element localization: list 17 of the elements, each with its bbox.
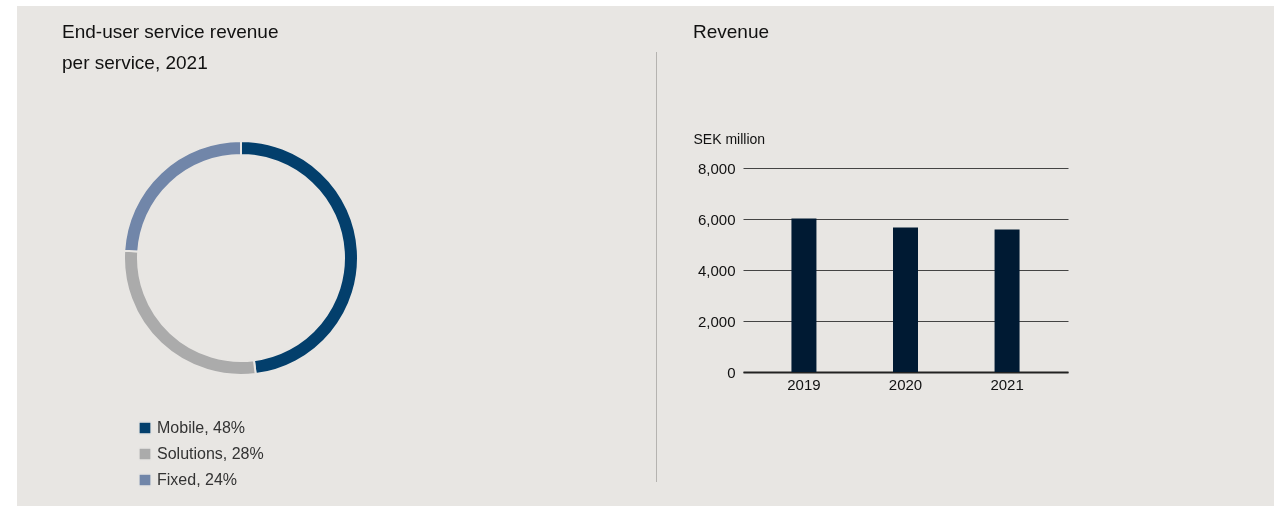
chart-title: End-user service revenue per service, 2021 bbox=[62, 21, 279, 73]
y-tick-label: 6,000 bbox=[697, 210, 736, 228]
y-tick-label: 4,000 bbox=[697, 261, 736, 279]
x-tick-label: 2021 bbox=[990, 375, 1024, 393]
chart-title: Revenue bbox=[693, 21, 770, 42]
y-tick-label: 8,000 bbox=[697, 159, 736, 177]
bar bbox=[994, 229, 1020, 372]
x-tick-label: 2020 bbox=[888, 375, 923, 393]
bar bbox=[893, 227, 918, 372]
legend-label: Fixed, 24% bbox=[157, 471, 238, 488]
x-tick-label: 2019 bbox=[787, 375, 821, 393]
legend-label: Mobile, 48% bbox=[157, 419, 246, 436]
bar bbox=[791, 218, 817, 372]
y-tick-label: 2,000 bbox=[697, 312, 736, 330]
y-tick-label: 0 bbox=[727, 363, 736, 381]
y-axis-title: SEK million bbox=[693, 130, 766, 147]
legend-label: Solutions, 28% bbox=[157, 445, 264, 462]
